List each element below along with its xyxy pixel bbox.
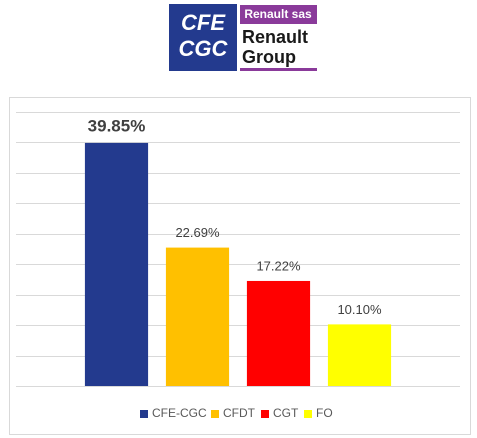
bar (246, 280, 311, 386)
legend-swatch (304, 410, 312, 418)
brand-text: Group (242, 47, 296, 67)
legend-swatch (261, 410, 269, 418)
legend-label: CFE-CGC (152, 406, 207, 420)
value-label: 10.10% (337, 302, 382, 317)
badge-box (240, 5, 317, 24)
legend-swatch (140, 410, 148, 418)
logo-box (169, 4, 237, 71)
legend-label: CGT (273, 406, 299, 420)
brand-text: Renault (242, 27, 308, 47)
legend-label: FO (316, 406, 333, 420)
logo-text: CFE (181, 10, 226, 35)
logo-text: CGC (179, 36, 229, 61)
brand-underline (240, 68, 317, 71)
bar (165, 247, 230, 386)
legend-swatch (211, 410, 219, 418)
bar (84, 142, 149, 386)
value-label: 17.22% (256, 258, 301, 273)
value-label: 39.85% (88, 116, 146, 135)
legend-label: CFDT (223, 406, 256, 420)
value-label: 22.69% (175, 225, 220, 240)
chart-frame (9, 97, 471, 435)
logo: CFE CGC Renault sas Renault Group (169, 4, 317, 71)
badge-text: Renault sas (244, 7, 312, 21)
bar (327, 324, 392, 386)
